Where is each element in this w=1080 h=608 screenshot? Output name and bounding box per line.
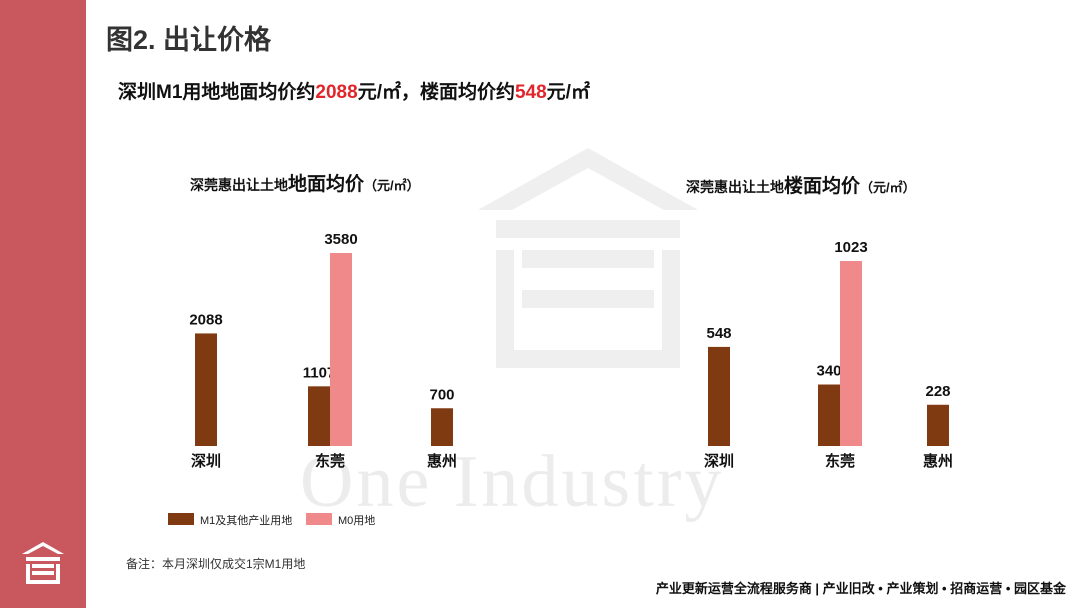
data-label: 2088	[189, 311, 222, 328]
legend-label-1: M1及其他产业用地	[200, 513, 292, 527]
chart-title-small: 深莞惠出让土地	[190, 177, 288, 193]
subtitle-text-3: 元/㎡	[546, 82, 590, 103]
chart-title-unit: （元/㎡）	[860, 180, 916, 195]
data-label: 228	[925, 383, 950, 400]
data-label: 1023	[834, 239, 867, 256]
bar-1-深圳-s1	[195, 333, 217, 446]
category-label: 深圳	[704, 452, 734, 470]
page-title: 图2. 出让价格	[106, 25, 272, 55]
legend-label-2: M0用地	[338, 514, 375, 527]
chart-title-1: 深莞惠出让土地地面均价（元/㎡）	[190, 172, 420, 195]
watermark-logo-icon	[478, 148, 698, 368]
subtitle-text-2: 元/㎡，楼面均价约	[357, 82, 515, 103]
bar-1-东莞-s1	[308, 386, 330, 446]
bar-1-东莞-s2	[330, 253, 352, 446]
chart-title-big: 地面均价	[288, 172, 365, 195]
bar-2-东莞-s1	[818, 384, 840, 446]
chart-title-unit: （元/㎡）	[364, 178, 420, 193]
data-label: 1107	[303, 364, 336, 381]
subtitle-text-1: 深圳M1用地地面均价约	[118, 82, 316, 103]
data-label: 700	[429, 386, 454, 403]
bar-2-深圳-s1	[708, 346, 730, 446]
subtitle-value-land: 2088	[315, 82, 358, 103]
category-label: 惠州	[923, 452, 953, 470]
legend-swatch-2	[306, 513, 332, 525]
category-label: 惠州	[427, 452, 457, 470]
note-text: 备注：本月深圳仅成交1宗M1用地	[126, 557, 306, 571]
watermark-text: One Industry	[300, 441, 725, 523]
data-label: 548	[706, 325, 731, 342]
category-label: 东莞	[825, 452, 855, 470]
subtitle: 深圳M1用地地面均价约2088元/㎡，楼面均价约548元/㎡	[118, 77, 590, 104]
data-label: 340	[816, 363, 841, 380]
legend-swatch-1	[168, 513, 194, 525]
bar-2-东莞-s2	[840, 261, 862, 446]
category-label: 深圳	[191, 452, 221, 470]
chart-title-small: 深莞惠出让土地	[686, 179, 784, 195]
chart-title-big: 楼面均价	[784, 174, 861, 197]
data-label: 3580	[324, 231, 357, 248]
category-label: 东莞	[315, 452, 345, 470]
footer-text: 产业更新运营全流程服务商 | 产业旧改 • 产业策划 • 招商运营 • 园区基金	[655, 581, 1066, 596]
company-logo-icon	[22, 542, 64, 584]
bar-2-惠州-s1	[927, 404, 949, 446]
subtitle-value-floor: 548	[514, 82, 547, 103]
sidebar	[0, 0, 86, 608]
chart-title-2: 深莞惠出让土地楼面均价（元/㎡）	[686, 174, 916, 197]
bar-1-惠州-s1	[431, 408, 453, 446]
